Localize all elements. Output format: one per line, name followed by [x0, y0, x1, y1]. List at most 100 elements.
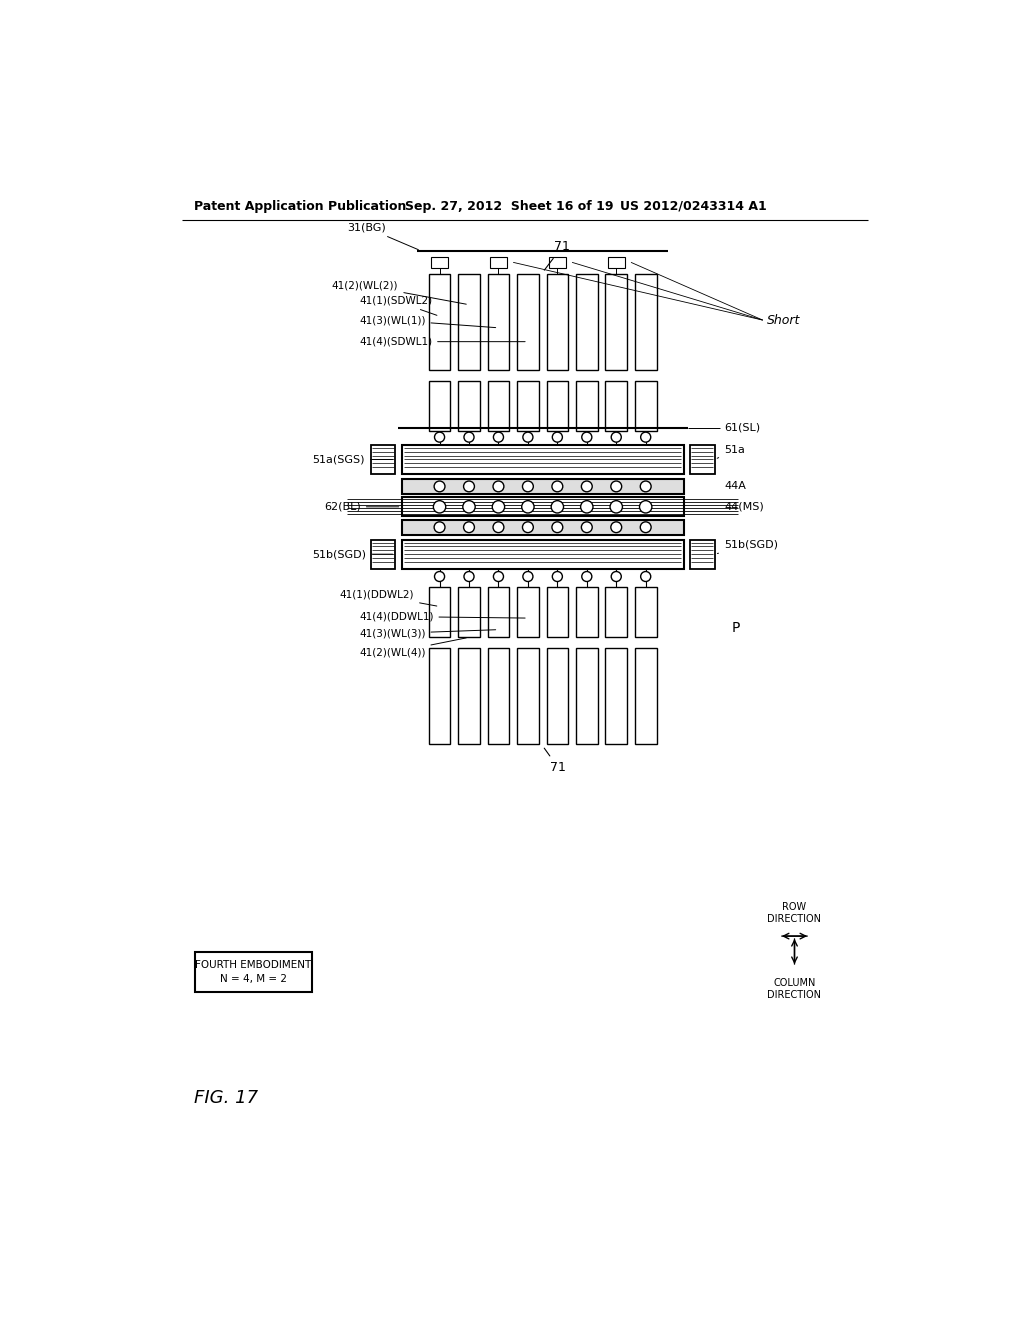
Circle shape	[493, 480, 504, 492]
Bar	[547, 587, 568, 638]
Bar	[547, 648, 568, 744]
Bar	[487, 381, 509, 430]
Circle shape	[522, 480, 534, 492]
Circle shape	[640, 480, 651, 492]
Circle shape	[433, 500, 445, 513]
Bar	[517, 381, 539, 430]
Bar	[458, 275, 480, 370]
Circle shape	[464, 480, 474, 492]
Text: COLUMN
DIRECTION: COLUMN DIRECTION	[768, 978, 821, 1001]
Bar	[517, 587, 539, 638]
Bar	[575, 381, 598, 430]
Bar	[635, 275, 656, 370]
Bar	[371, 445, 395, 474]
Bar	[575, 275, 598, 370]
Circle shape	[640, 521, 651, 532]
Text: 41(1)(DDWL2): 41(1)(DDWL2)	[340, 590, 437, 606]
Circle shape	[552, 572, 562, 582]
Circle shape	[582, 572, 592, 582]
Text: 61(SL): 61(SL)	[724, 422, 760, 433]
Circle shape	[464, 572, 474, 582]
Circle shape	[434, 572, 444, 582]
Circle shape	[552, 432, 562, 442]
Bar	[487, 587, 509, 638]
Bar	[401, 479, 684, 494]
Circle shape	[434, 521, 445, 532]
Text: Short: Short	[767, 314, 800, 326]
Circle shape	[641, 432, 650, 442]
Circle shape	[552, 480, 563, 492]
Bar	[458, 587, 480, 638]
Text: 41(1)(SDWL2): 41(1)(SDWL2)	[359, 296, 437, 315]
Text: 41(3)(WL(1)): 41(3)(WL(1))	[359, 315, 496, 327]
Circle shape	[464, 432, 474, 442]
Circle shape	[464, 521, 474, 532]
Circle shape	[434, 432, 444, 442]
Bar	[635, 587, 656, 638]
Bar	[487, 648, 509, 744]
Bar	[635, 381, 656, 430]
Circle shape	[611, 572, 622, 582]
Bar	[605, 587, 627, 638]
Circle shape	[582, 432, 592, 442]
Bar	[575, 648, 598, 744]
Text: 41(2)(WL(4)): 41(2)(WL(4))	[359, 638, 466, 657]
Circle shape	[641, 572, 650, 582]
Bar	[401, 445, 684, 474]
Text: 71: 71	[545, 240, 570, 271]
Text: 44(MS): 44(MS)	[724, 502, 764, 512]
Text: 44A: 44A	[724, 482, 745, 491]
Bar	[371, 540, 395, 569]
Circle shape	[582, 480, 592, 492]
Circle shape	[523, 432, 532, 442]
Text: 71: 71	[544, 748, 566, 774]
Text: 41(4)(SDWL1): 41(4)(SDWL1)	[359, 337, 525, 347]
Circle shape	[521, 500, 535, 513]
Text: 51b(SGD): 51b(SGD)	[312, 549, 392, 560]
Bar	[429, 275, 451, 370]
Circle shape	[640, 500, 652, 513]
Bar	[547, 381, 568, 430]
Bar	[690, 540, 715, 569]
Bar	[429, 381, 451, 430]
Bar	[605, 381, 627, 430]
Text: 41(3)(WL(3)): 41(3)(WL(3))	[359, 628, 496, 639]
Circle shape	[611, 480, 622, 492]
Bar	[605, 648, 627, 744]
Circle shape	[493, 521, 504, 532]
Circle shape	[434, 480, 445, 492]
Text: 62(BL): 62(BL)	[324, 502, 398, 512]
Bar	[431, 257, 449, 268]
Circle shape	[463, 500, 475, 513]
Text: 51a: 51a	[717, 445, 744, 458]
Circle shape	[610, 500, 623, 513]
Bar	[489, 257, 507, 268]
Text: 31(BG): 31(BG)	[347, 223, 419, 249]
Bar	[401, 498, 684, 516]
Text: N = 4, M = 2: N = 4, M = 2	[220, 974, 287, 985]
Circle shape	[582, 521, 592, 532]
Text: Patent Application Publication: Patent Application Publication	[194, 199, 407, 213]
Bar	[635, 648, 656, 744]
Circle shape	[611, 521, 622, 532]
Bar	[575, 587, 598, 638]
Bar	[401, 540, 684, 569]
Bar	[401, 520, 684, 535]
Bar	[607, 257, 625, 268]
Circle shape	[552, 521, 563, 532]
Bar	[487, 275, 509, 370]
Bar	[196, 952, 311, 991]
Bar	[429, 648, 451, 744]
Circle shape	[494, 432, 504, 442]
Circle shape	[522, 521, 534, 532]
Text: 51b(SGD): 51b(SGD)	[718, 540, 778, 553]
Bar	[547, 275, 568, 370]
Text: FOURTH EMBODIMENT: FOURTH EMBODIMENT	[196, 960, 311, 970]
Bar	[517, 275, 539, 370]
Bar	[517, 648, 539, 744]
Text: FIG. 17: FIG. 17	[194, 1089, 258, 1106]
Text: 41(2)(WL(2)): 41(2)(WL(2))	[332, 280, 466, 304]
Circle shape	[523, 572, 532, 582]
Bar	[458, 648, 480, 744]
Bar	[549, 257, 566, 268]
